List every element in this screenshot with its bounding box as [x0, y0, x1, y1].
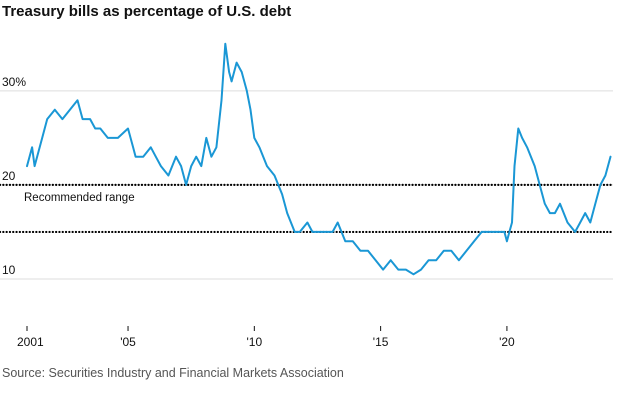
source-note: Source: Securities Industry and Financia… [2, 366, 344, 380]
x-tick-label: '20 [499, 335, 515, 349]
series-line-0 [26, 42, 612, 276]
y-tick-label: 10 [2, 263, 16, 277]
x-axis-ticks: 2001 '05 '10 '15 '20 [17, 326, 515, 349]
x-tick-label: 2001 [17, 335, 44, 349]
chart-title: Treasury bills as percentage of U.S. deb… [2, 3, 292, 20]
recommended-range-label: Recommended range [24, 192, 135, 204]
x-tick-label: '10 [247, 335, 263, 349]
x-tick-label: '05 [120, 335, 136, 349]
recommended-range-band [0, 183, 615, 234]
y-tick-label: 30% [2, 75, 26, 89]
x-tick-label: '15 [373, 335, 389, 349]
y-tick-label: 20 [2, 169, 16, 183]
series-layer [26, 42, 612, 276]
y-axis-tick-labels: 10 20 30% [2, 75, 26, 277]
